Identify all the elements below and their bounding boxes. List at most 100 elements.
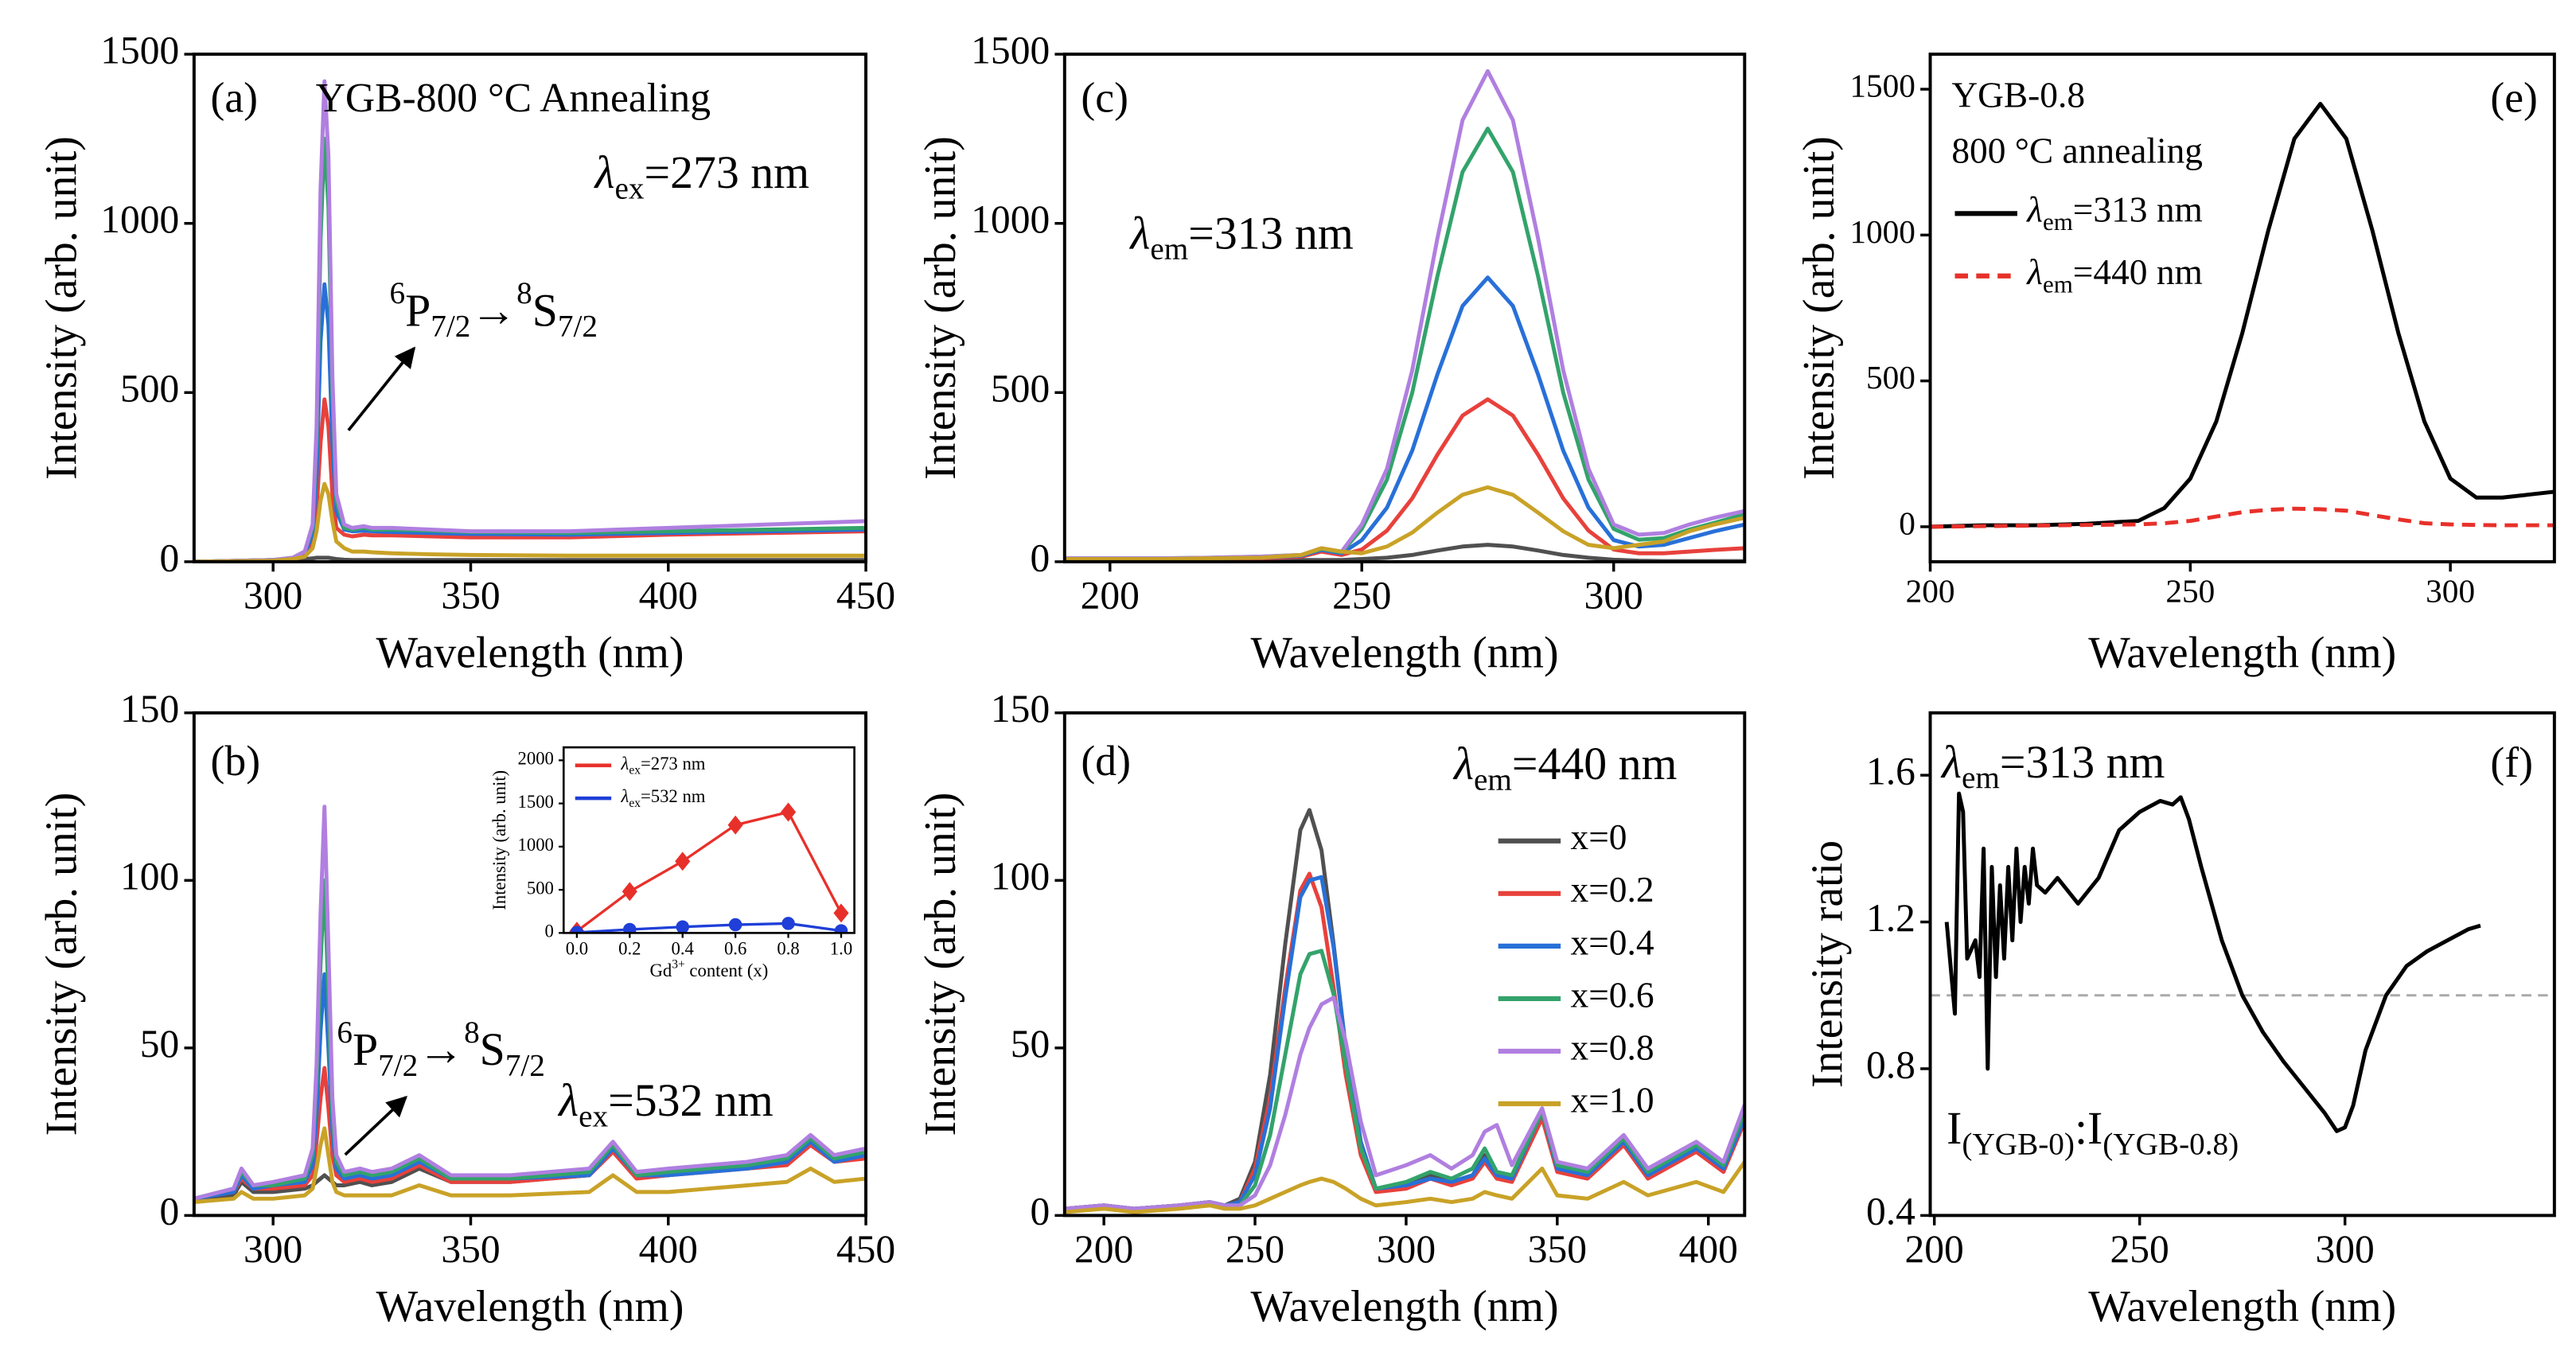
- marker: [728, 918, 742, 932]
- annotation: λex=273 nm: [593, 147, 809, 205]
- text-segment: =532 nm: [608, 1075, 774, 1126]
- x-axis-label: Wavelength (nm): [1251, 1282, 1559, 1331]
- text-segment: =273 nm: [641, 754, 706, 774]
- annotation: 6P7/2→8S7/2: [389, 276, 597, 344]
- text-segment: em: [1962, 761, 2000, 795]
- y-tick-label: 0.4: [1866, 1190, 1915, 1233]
- plot-frame: [1062, 53, 1747, 563]
- y-tick-label: 0: [1899, 505, 1915, 541]
- x-axis-label: Wavelength (nm): [376, 628, 684, 677]
- y-tick-label: 0: [160, 536, 180, 579]
- plot-area: [193, 805, 867, 1204]
- text-segment: 8: [516, 276, 532, 310]
- y-axis-label: Intensity (arb. unit): [1795, 136, 1844, 480]
- x-tick-label: 400: [1679, 1227, 1738, 1271]
- y-tick-label: 100: [120, 855, 179, 898]
- x-tick-label: 200: [1905, 1227, 1964, 1271]
- plot-background: [193, 54, 867, 562]
- plot-background: [1930, 712, 2555, 1216]
- x-tick-label: 0.6: [724, 939, 746, 959]
- x-tick-label: 0.8: [777, 939, 799, 959]
- arrow: [347, 346, 416, 431]
- plot-area: [569, 802, 849, 933]
- text-segment: S: [480, 1024, 505, 1075]
- plot-background: [1064, 54, 1745, 562]
- x-tick-label: 1.0: [830, 939, 852, 959]
- x-tick-label: 400: [639, 1227, 698, 1271]
- plot-frame: [192, 711, 868, 1218]
- text-segment: (YGB-0.8): [2102, 1128, 2239, 1162]
- text-segment: ex: [615, 171, 645, 205]
- series-line: [193, 555, 867, 562]
- text-segment: 7/2: [505, 1048, 545, 1082]
- y-tick-label: 500: [527, 878, 554, 898]
- y-tick-label: 150: [991, 687, 1050, 731]
- y-tick-label: 50: [1011, 1022, 1050, 1066]
- plot-background: [563, 747, 855, 933]
- y-tick-label: 1000: [518, 835, 554, 855]
- annotation: YGB-0.8: [1951, 75, 2085, 115]
- plot-frame: [1928, 53, 2556, 563]
- text-segment: =313 nm: [1188, 208, 1354, 259]
- legend-label: x=1.0: [1571, 1080, 1654, 1120]
- y-tick-label: 500: [1866, 359, 1915, 396]
- legend-label: x=0.4: [1571, 922, 1654, 962]
- text-segment: →: [418, 1024, 464, 1075]
- arrow: [344, 1095, 408, 1156]
- x-tick-label: 200: [1074, 1227, 1133, 1271]
- series-line: [1930, 506, 2555, 529]
- series-line: [1064, 1160, 1745, 1214]
- y-tick-label: 1000: [1849, 213, 1915, 250]
- x-tick-label: 250: [1332, 573, 1391, 617]
- y-tick-label: 0: [1030, 1190, 1050, 1233]
- x-tick-label: 200: [1081, 573, 1140, 617]
- text-segment: λ: [2025, 190, 2043, 230]
- text-segment: em: [2043, 208, 2073, 236]
- panel: 200 250 300 0.4 0.8 1.2 1.6 Wavelength (nm) Inte…: [1802, 711, 2556, 1331]
- text-segment: =440 nm: [2073, 252, 2203, 292]
- marker: [622, 882, 637, 902]
- text-segment: =273 nm: [645, 147, 810, 198]
- text-segment: λ: [1452, 738, 1474, 789]
- annotation: λem=313 nm: [1128, 208, 1354, 267]
- x-tick-label: 300: [244, 1227, 302, 1271]
- x-tick-label: 200: [1906, 573, 1955, 610]
- text-segment: em: [1474, 762, 1512, 797]
- x-axis-label: Wavelength (nm): [2088, 1282, 2396, 1331]
- panel-label: (e): [2490, 73, 2538, 121]
- series-line: [193, 878, 867, 1201]
- y-tick-label: 50: [140, 1022, 180, 1066]
- text-segment: λ: [1128, 208, 1150, 259]
- x-axis-label: Wavelength (nm): [376, 1282, 684, 1331]
- x-tick-label: 0.0: [566, 939, 588, 959]
- x-tick-label: 300: [244, 573, 302, 617]
- x-tick-label: 300: [2316, 1227, 2375, 1271]
- panel: 300 350 400 450 0 50 100 150 Wavelength (nm) Inte…: [37, 687, 896, 1331]
- marker: [727, 815, 743, 835]
- text-segment: P: [353, 1024, 378, 1075]
- text-segment: ex: [629, 796, 641, 809]
- plot-frame: [1062, 711, 1747, 1218]
- y-tick-label: 500: [120, 367, 179, 411]
- plot-frame: [562, 746, 855, 934]
- y-tick-label: 0.8: [1866, 1042, 1915, 1086]
- series-line: [193, 79, 867, 562]
- x-tick-label: 250: [2165, 573, 2215, 610]
- legend-label: λex=532 nm: [621, 786, 706, 809]
- series-line: [575, 810, 843, 933]
- text-segment: (YGB-0): [1962, 1128, 2075, 1162]
- text-segment: λ: [621, 754, 629, 774]
- text-segment: em: [2043, 270, 2073, 298]
- annotation: 6P7/2→8S7/2: [337, 1015, 544, 1083]
- y-axis-label: Intensity (arb. unit): [916, 793, 965, 1136]
- y-tick-label: 0: [1030, 536, 1050, 579]
- panel: 0.0 0.2 0.4 0.6 0.8 1.0 0 500 1000 1500 2000 Gd3+ c…: [489, 746, 855, 980]
- x-tick-label: 300: [1377, 1227, 1436, 1271]
- panel: 300 350 400 450 0 500 1000 1500 Wavelength (nm) I…: [37, 28, 896, 677]
- text-segment: 7/2: [378, 1048, 418, 1082]
- legend-label: x=0: [1571, 817, 1627, 857]
- panel-label: (b): [211, 737, 261, 785]
- annotation: I(YGB-0):I(YGB-0.8): [1947, 1103, 2239, 1161]
